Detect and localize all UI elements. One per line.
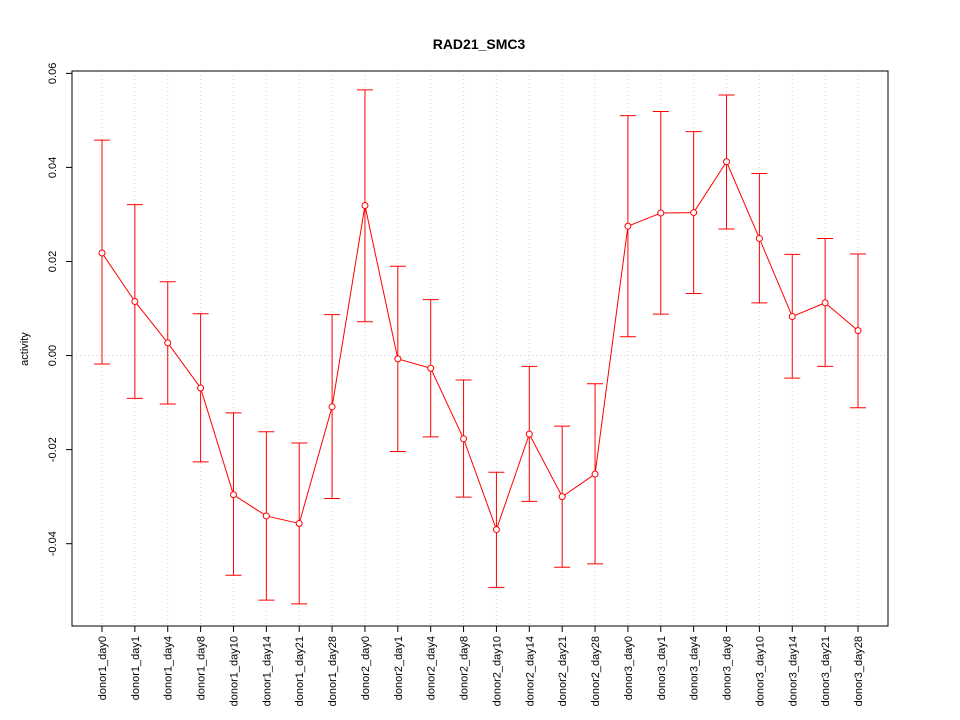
data-point <box>558 493 566 501</box>
x-tick-label: donor1_day1 <box>130 636 142 700</box>
data-point <box>197 384 205 392</box>
data-point <box>624 222 632 230</box>
y-tick-label: 0.04 <box>47 157 59 178</box>
y-tick-label: 0.02 <box>47 251 59 272</box>
data-point <box>460 435 468 443</box>
grid <box>72 71 888 626</box>
x-tick-label: donor3_day0 <box>623 636 635 700</box>
data-point <box>295 519 303 527</box>
x-tick-label: donor1_day14 <box>261 636 273 706</box>
data-point <box>591 470 599 478</box>
data-point <box>525 430 533 438</box>
x-tick-label: donor3_day14 <box>787 636 799 706</box>
y-tick-label: -0.02 <box>47 437 59 462</box>
x-tick-label: donor2_day0 <box>360 636 372 700</box>
series-line <box>101 160 859 532</box>
x-tick-label: donor2_day4 <box>426 636 438 700</box>
x-tick-label: donor1_day8 <box>196 636 208 700</box>
x-tick-label: donor3_day4 <box>689 636 701 700</box>
x-tick-label: donor2_day10 <box>491 636 503 706</box>
x-tick-label: donor3_day1 <box>656 636 668 700</box>
data-point <box>657 209 665 217</box>
x-tick-label: donor1_day0 <box>97 636 109 700</box>
data-point <box>328 403 336 411</box>
data-point <box>164 339 172 347</box>
data-point <box>492 526 500 534</box>
x-tick-label: donor3_day28 <box>853 636 865 706</box>
data-point <box>262 512 270 520</box>
x-tick-label: donor2_day1 <box>393 636 405 700</box>
x-tick-label: donor3_day10 <box>754 636 766 706</box>
data-point <box>98 249 106 257</box>
y-axis: -0.04 -0.02 0.00 0.02 0.04 0.06 <box>47 63 73 556</box>
x-tick-label: donor2_day8 <box>459 636 471 700</box>
x-tick-label: donor1_day4 <box>163 636 175 700</box>
data-point <box>229 491 237 499</box>
series <box>94 89 866 605</box>
x-tick-label: donor1_day10 <box>228 636 240 706</box>
y-tick-label: 0.06 <box>47 63 59 84</box>
data-point <box>755 234 763 242</box>
data-point <box>821 299 829 307</box>
data-point <box>427 364 435 372</box>
data-point <box>788 313 796 321</box>
data-point <box>361 202 369 210</box>
data-point <box>854 327 862 335</box>
x-tick-label: donor1_day28 <box>327 636 339 706</box>
data-point <box>131 297 139 305</box>
x-tick-label: donor2_day14 <box>524 636 536 706</box>
data-point <box>394 355 402 363</box>
x-tick-label: donor3_day8 <box>722 636 734 700</box>
y-axis-label: activity <box>19 332 31 366</box>
x-tick-label: donor3_day21 <box>820 636 832 706</box>
chart-title: RAD21_SMC3 <box>433 36 526 52</box>
data-point <box>723 158 731 166</box>
plot-frame <box>71 70 889 627</box>
y-tick-label: 0.00 <box>47 345 59 366</box>
data-point <box>690 209 698 217</box>
x-tick-label: donor1_day21 <box>294 636 306 706</box>
x-axis: donor1_day0 donor1_day1 donor1_day4 donor1_… <box>97 625 865 706</box>
y-tick-label: -0.04 <box>47 531 59 556</box>
x-tick-label: donor2_day21 <box>557 636 569 706</box>
x-tick-label: donor2_day28 <box>590 636 602 706</box>
